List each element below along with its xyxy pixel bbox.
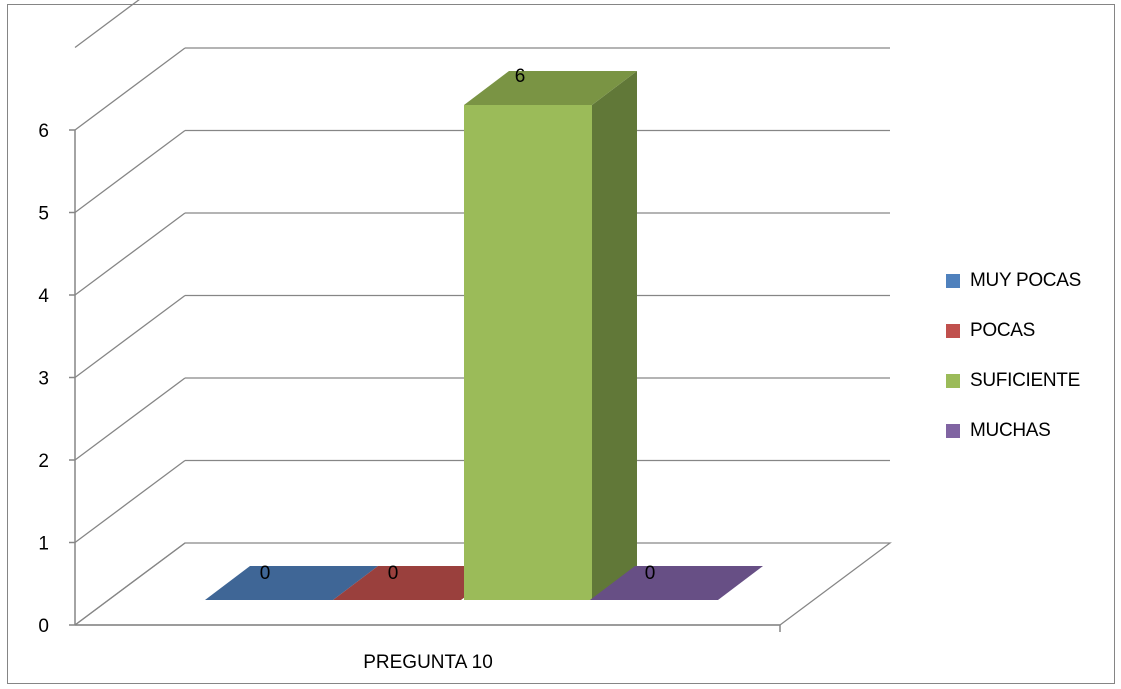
y-tick-label: 6 (38, 121, 49, 142)
axes (69, 129, 781, 632)
bar-flat (205, 566, 378, 600)
legend-item: MUY POCAS (946, 268, 1081, 293)
legend-label: MUY POCAS (970, 269, 1081, 291)
floor-outline (74, 542, 892, 626)
data-labels: 0 0 6 0 (260, 66, 656, 584)
bar-front (464, 105, 592, 600)
side-gridline (74, 377, 186, 461)
y-tick-label: 5 (38, 204, 49, 225)
legend-label: MUCHAS (970, 419, 1051, 441)
legend-label: POCAS (970, 319, 1036, 341)
legend-item: SUFICIENTE (946, 368, 1081, 393)
bar-top (464, 71, 637, 105)
side-gridline (74, 47, 186, 131)
legend-label: SUFICIENTE (970, 369, 1080, 391)
side-gridline (74, 212, 186, 296)
data-label: 0 (645, 563, 656, 584)
side-gridline (74, 129, 186, 214)
legend: MUY POCAS POCAS SUFICIENTE MUCHAS (946, 268, 1081, 468)
bar-flat (590, 566, 763, 600)
y-tick-labels: 0 1 2 3 4 5 6 (38, 121, 49, 637)
side-gridline (74, 294, 186, 379)
bar-flat (333, 566, 506, 600)
y-tick-label: 1 (38, 534, 49, 555)
legend-swatch (946, 373, 960, 388)
legend-swatch (946, 423, 960, 438)
y-tick-label: 2 (38, 451, 49, 472)
y-tick-label: 4 (38, 286, 49, 307)
x-category-label: PREGUNTA 10 (363, 652, 493, 673)
bar-side (592, 71, 637, 600)
legend-swatch (946, 323, 960, 338)
chart-floor (74, 542, 892, 626)
side-gridline (74, 459, 186, 544)
x-category-labels: PREGUNTA 10 (363, 652, 493, 673)
bars (205, 71, 763, 600)
data-label: 0 (260, 563, 271, 584)
y-tick-label: 0 (38, 616, 49, 637)
legend-item: POCAS (946, 318, 1081, 343)
legend-item: MUCHAS (946, 418, 1081, 443)
legend-swatch (946, 273, 960, 288)
data-label: 0 (388, 563, 399, 584)
y-tick-label: 3 (38, 369, 49, 390)
data-label: 6 (515, 66, 526, 87)
side-gridline (74, 0, 140, 49)
